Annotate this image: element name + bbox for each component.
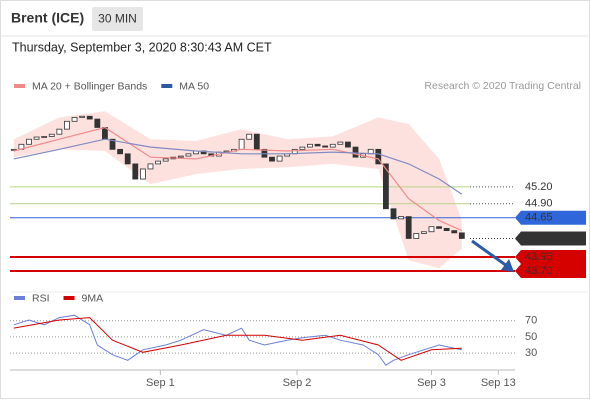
level-label: 43.95 [525,251,553,263]
candle [109,138,116,150]
candle [139,168,146,180]
level-label: 43.70 [525,265,553,277]
y-tick-label: 70 [525,315,537,327]
timestamp: Thursday, September 3, 2020 8:30:43 AM C… [12,40,272,54]
level-label: 44.65 [525,212,553,224]
x-tick-label: Sep 3 [417,377,446,389]
candle [48,133,55,137]
candle [276,155,283,162]
x-tick-label: Sep 13 [481,377,516,389]
candle [398,216,404,220]
candle [436,226,442,229]
candle [79,115,86,118]
candle [322,145,329,148]
credit: Research © 2020 Trading Central [424,80,581,92]
candle [124,153,131,165]
y-tick-label: 50 [525,331,537,343]
candle [238,138,245,150]
candle [451,230,458,234]
candle [246,133,253,140]
instrument-title: Brent (ICE) [11,10,84,26]
indicator-line [13,317,462,361]
candle [413,233,420,239]
ma-line [13,126,463,232]
legend-label: MA 50 [179,80,209,92]
candle [56,128,63,135]
candle [375,148,382,165]
x-tick-label: Sep 2 [283,377,312,389]
candle [94,118,101,128]
bollinger-band [13,111,462,269]
level-label: 44.90 [525,198,553,210]
candle [405,216,412,239]
forecast-arrow [471,239,508,268]
candle [307,143,313,148]
candle [383,163,389,210]
legend-label: 9MA [82,292,104,304]
candle [185,153,192,157]
candle [269,156,275,162]
candle [86,115,93,120]
level-box [515,210,586,225]
candle [352,146,359,158]
level-box [515,231,586,246]
candle [443,227,450,232]
level-label: 45.20 [525,181,553,193]
level-label: 44.28 [525,232,553,244]
candle [458,232,465,239]
candle [147,163,154,170]
legend-swatch [161,84,173,88]
candle [162,158,169,162]
candle [314,143,321,147]
legend-label: MA 20 + Bollinger Bands [32,80,147,92]
legend-swatch [14,84,25,88]
candle [132,163,139,180]
candle [41,136,48,138]
forecast-arrow-head [501,259,514,272]
candle [420,231,427,234]
x-tick-label: Sep 1 [146,377,175,389]
interval-button[interactable] [92,7,143,31]
candle [33,136,40,140]
candle [428,226,435,233]
level-box [515,249,586,264]
legend-label: RSI [32,292,50,304]
interval-label[interactable]: 30 MIN [98,12,137,26]
candle [390,208,397,220]
level-box [515,263,586,278]
legend-swatch [63,296,75,300]
candle [337,141,344,145]
candle [64,120,70,130]
candle [155,160,161,165]
candle [299,146,306,150]
legend-swatch [14,296,25,300]
candle [177,155,184,158]
candle [329,143,336,148]
candle [71,116,78,122]
plot-layer: 45.20 44.90 44.65 44.28 43.95 43.70 MA 20 + Bo… [10,80,586,389]
y-tick-label: 30 [525,347,537,359]
candle [253,133,260,150]
candle [345,141,351,148]
indicator-line [13,314,462,366]
candle [26,138,32,145]
ma-line [13,138,463,195]
candle [117,148,124,155]
